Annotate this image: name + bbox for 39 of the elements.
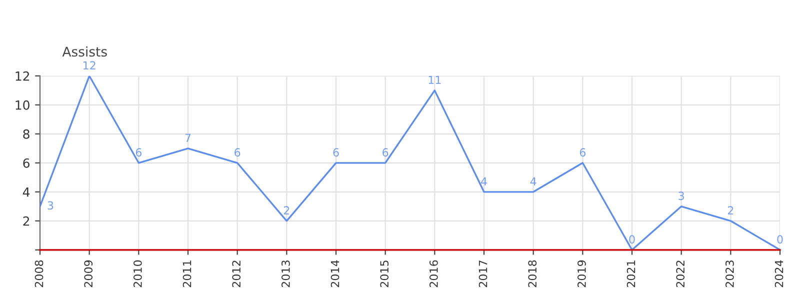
x-tick-label: 2023 [725, 260, 734, 288]
x-tick-label: 2011 [182, 260, 192, 288]
data-label: 0 [629, 235, 635, 244]
x-tick-label: 2015 [380, 260, 389, 288]
y-tick-label: 4 [22, 188, 30, 197]
data-label: 12 [83, 61, 96, 70]
y-tick-label: 6 [23, 158, 30, 168]
data-label: 6 [136, 148, 142, 157]
data-label: 0 [777, 235, 783, 244]
y-tick-label: 2 [23, 216, 30, 226]
data-label: 6 [382, 148, 388, 157]
data-label: 2 [284, 206, 290, 214]
x-tick-label: 2019 [577, 260, 586, 288]
x-tick-label: 2021 [626, 260, 636, 288]
chart-title: Assists [62, 46, 107, 57]
data-label: 6 [234, 148, 240, 157]
x-tick-label: 2016 [429, 260, 438, 288]
data-label: 3 [48, 201, 54, 210]
data-label: 4 [530, 177, 536, 186]
y-tick-label: 8 [23, 129, 30, 139]
data-label: 2 [728, 206, 734, 214]
x-tick-label: 2012 [232, 260, 241, 288]
data-label: 3 [678, 192, 684, 200]
y-tick-label: 12 [16, 71, 30, 81]
data-label: 6 [580, 148, 586, 157]
x-tick-label: 2010 [133, 260, 142, 288]
x-tick-label: 2024 [774, 260, 784, 288]
x-tick-label: 2008 [34, 260, 44, 288]
x-tick-label: 2017 [478, 260, 488, 288]
x-tick-label: 2022 [676, 260, 685, 288]
x-tick-label: 2018 [528, 260, 537, 288]
x-tick-label: 2014 [330, 260, 340, 288]
data-label: 7 [185, 134, 191, 142]
x-tick-label: 2009 [84, 260, 93, 288]
data-label: 11 [428, 76, 441, 84]
x-tick-label: 2013 [281, 260, 290, 288]
data-label: 4 [481, 177, 487, 186]
y-tick-label: 10 [16, 100, 30, 110]
data-label: 6 [333, 148, 339, 157]
